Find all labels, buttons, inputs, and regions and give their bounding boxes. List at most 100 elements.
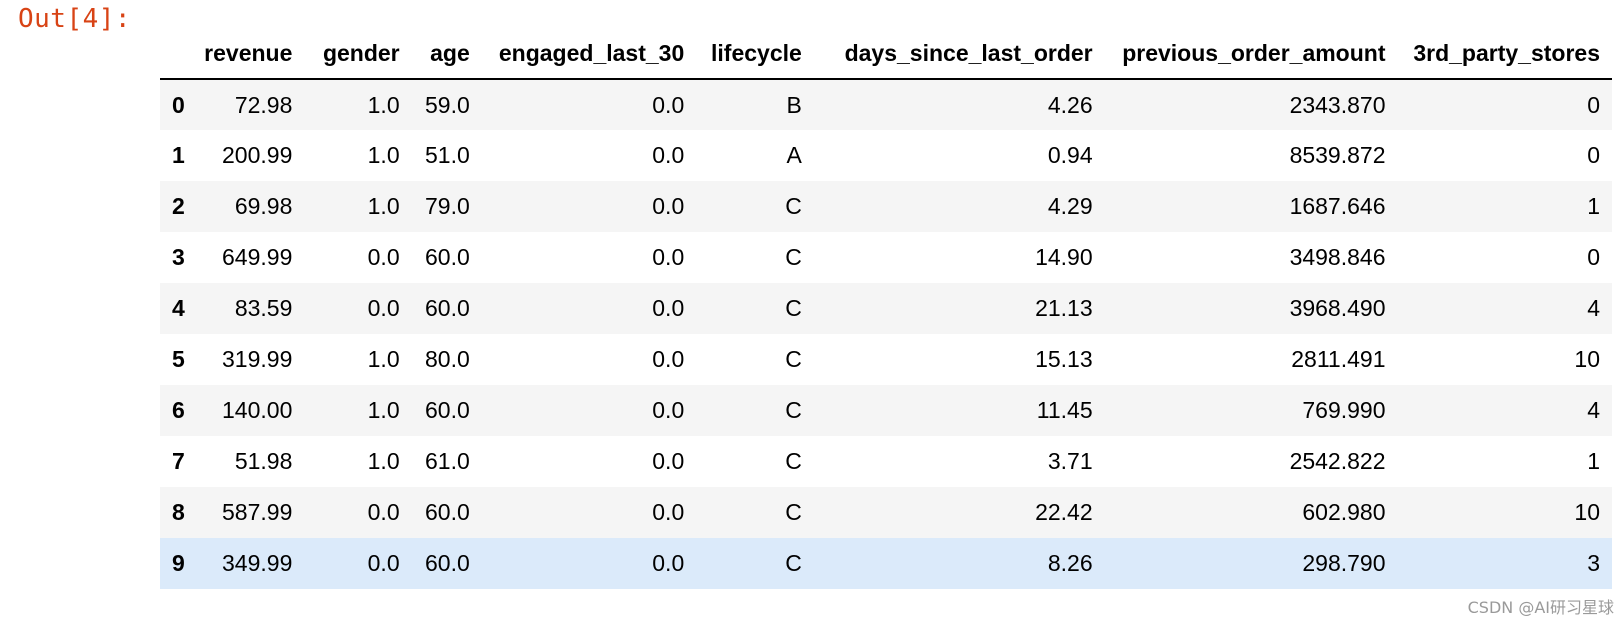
table-row: 3 649.99 0.0 60.0 0.0 C 14.90 3498.846 0 — [160, 232, 1612, 283]
cell-days-since-last-order: 8.26 — [1047, 550, 1093, 576]
cell-3rd-party-stores: 10 — [1574, 499, 1600, 525]
cell-revenue: 200.99 — [222, 142, 293, 168]
cell-days-since-last-order: 0.94 — [1047, 142, 1093, 168]
cell-gender: 1.0 — [367, 346, 400, 372]
row-index: 4 — [172, 295, 185, 321]
cell-engaged-last-30: 0.0 — [652, 244, 685, 270]
dataframe-output: revenue gender age engaged_last_30 lifec… — [160, 28, 1612, 589]
cell-revenue: 83.59 — [234, 295, 293, 321]
cell-gender: 1.0 — [367, 193, 400, 219]
cell-previous-order-amount: 298.790 — [1302, 550, 1386, 576]
cell-revenue: 319.99 — [222, 346, 293, 372]
cell-3rd-party-stores: 4 — [1587, 397, 1600, 423]
cell-revenue: 349.99 — [222, 550, 293, 576]
column-header-days-since-last-order: days_since_last_order — [813, 28, 1105, 80]
column-header-3rd-party-stores: 3rd_party_stores — [1397, 28, 1612, 80]
row-index: 2 — [172, 193, 185, 219]
cell-age: 51.0 — [424, 142, 470, 168]
cell-lifecycle: C — [785, 448, 802, 474]
cell-previous-order-amount: 2542.822 — [1289, 448, 1386, 474]
cell-3rd-party-stores: 0 — [1587, 142, 1600, 168]
cell-age: 59.0 — [424, 91, 470, 118]
watermark: CSDN @AI研习星球 — [1467, 598, 1614, 617]
cell-age: 60.0 — [424, 244, 470, 270]
cell-age: 60.0 — [424, 499, 470, 525]
cell-days-since-last-order: 22.42 — [1035, 499, 1093, 525]
cell-revenue: 72.98 — [234, 91, 293, 118]
cell-3rd-party-stores: 4 — [1587, 295, 1600, 321]
row-index: 7 — [172, 448, 185, 474]
cell-age: 80.0 — [424, 346, 470, 372]
cell-engaged-last-30: 0.0 — [652, 499, 685, 525]
column-header-age: age — [411, 28, 482, 80]
cell-lifecycle: C — [785, 346, 802, 372]
table-row: 7 51.98 1.0 61.0 0.0 C 3.71 2542.822 1 — [160, 436, 1612, 487]
cell-days-since-last-order: 11.45 — [1036, 397, 1093, 423]
cell-lifecycle: C — [785, 244, 802, 270]
cell-age: 60.0 — [424, 550, 470, 576]
row-index: 0 — [172, 91, 185, 118]
cell-lifecycle: C — [785, 397, 802, 423]
cell-engaged-last-30: 0.0 — [652, 397, 685, 423]
cell-gender: 1.0 — [367, 448, 400, 474]
cell-age: 61.0 — [424, 448, 470, 474]
cell-previous-order-amount: 2811.491 — [1291, 346, 1386, 372]
cell-previous-order-amount: 769.990 — [1302, 397, 1386, 423]
table-row: 5 319.99 1.0 80.0 0.0 C 15.13 2811.491 1… — [160, 334, 1612, 385]
cell-engaged-last-30: 0.0 — [652, 295, 685, 321]
cell-engaged-last-30: 0.0 — [652, 142, 685, 168]
cell-previous-order-amount: 1687.646 — [1289, 193, 1386, 219]
column-header-revenue: revenue — [197, 28, 305, 80]
cell-engaged-last-30: 0.0 — [652, 448, 685, 474]
cell-gender: 0.0 — [367, 295, 400, 321]
cell-age: 79.0 — [424, 193, 470, 219]
cell-gender: 1.0 — [367, 91, 400, 118]
cell-lifecycle: A — [786, 142, 802, 168]
row-index: 5 — [172, 346, 185, 372]
table-header: revenue gender age engaged_last_30 lifec… — [160, 28, 1612, 80]
table-row: 8 587.99 0.0 60.0 0.0 C 22.42 602.980 10 — [160, 487, 1612, 538]
cell-3rd-party-stores: 0 — [1587, 244, 1600, 270]
cell-gender: 1.0 — [367, 142, 400, 168]
cell-previous-order-amount: 2343.870 — [1289, 91, 1386, 118]
output-prompt: Out[4]: — [18, 4, 132, 34]
cell-previous-order-amount: 8539.872 — [1289, 142, 1386, 168]
cell-age: 60.0 — [424, 295, 470, 321]
cell-age: 60.0 — [424, 397, 470, 423]
table-row: 2 69.98 1.0 79.0 0.0 C 4.29 1687.646 1 — [160, 181, 1612, 232]
table-body: 0 72.98 1.0 59.0 0.0 B 4.26 2343.870 0 1… — [160, 79, 1612, 589]
cell-gender: 0.0 — [367, 244, 400, 270]
cell-lifecycle: C — [785, 499, 802, 525]
row-index: 9 — [172, 550, 185, 576]
cell-3rd-party-stores: 1 — [1587, 193, 1600, 219]
index-header — [160, 28, 198, 80]
cell-engaged-last-30: 0.0 — [652, 550, 685, 576]
cell-revenue: 587.99 — [222, 499, 293, 525]
cell-revenue: 140.00 — [222, 397, 293, 423]
cell-days-since-last-order: 3.71 — [1047, 448, 1093, 474]
cell-previous-order-amount: 3968.490 — [1289, 295, 1386, 321]
column-header-lifecycle: lifecycle — [696, 28, 814, 80]
cell-3rd-party-stores: 10 — [1574, 346, 1600, 372]
cell-lifecycle: C — [785, 193, 802, 219]
cell-days-since-last-order: 21.13 — [1035, 295, 1093, 321]
row-index: 6 — [172, 397, 185, 423]
column-header-engaged-last-30: engaged_last_30 — [481, 28, 697, 80]
column-header-gender: gender — [304, 28, 412, 80]
table-row: 4 83.59 0.0 60.0 0.0 C 21.13 3968.490 4 — [160, 283, 1612, 334]
cell-engaged-last-30: 0.0 — [652, 193, 685, 219]
cell-revenue: 69.98 — [234, 193, 293, 219]
cell-gender: 1.0 — [367, 397, 400, 423]
cell-previous-order-amount: 602.980 — [1302, 499, 1386, 525]
cell-3rd-party-stores: 0 — [1587, 91, 1600, 118]
cell-3rd-party-stores: 3 — [1587, 550, 1600, 576]
cell-days-since-last-order: 4.26 — [1047, 91, 1093, 118]
cell-revenue: 51.98 — [234, 448, 293, 474]
row-index: 1 — [172, 142, 185, 168]
row-index: 8 — [172, 499, 185, 525]
column-header-previous-order-amount: previous_order_amount — [1104, 28, 1398, 80]
cell-gender: 0.0 — [367, 550, 400, 576]
table-row: 0 72.98 1.0 59.0 0.0 B 4.26 2343.870 0 — [160, 79, 1612, 130]
header-row: revenue gender age engaged_last_30 lifec… — [160, 28, 1612, 80]
cell-days-since-last-order: 4.29 — [1047, 193, 1093, 219]
